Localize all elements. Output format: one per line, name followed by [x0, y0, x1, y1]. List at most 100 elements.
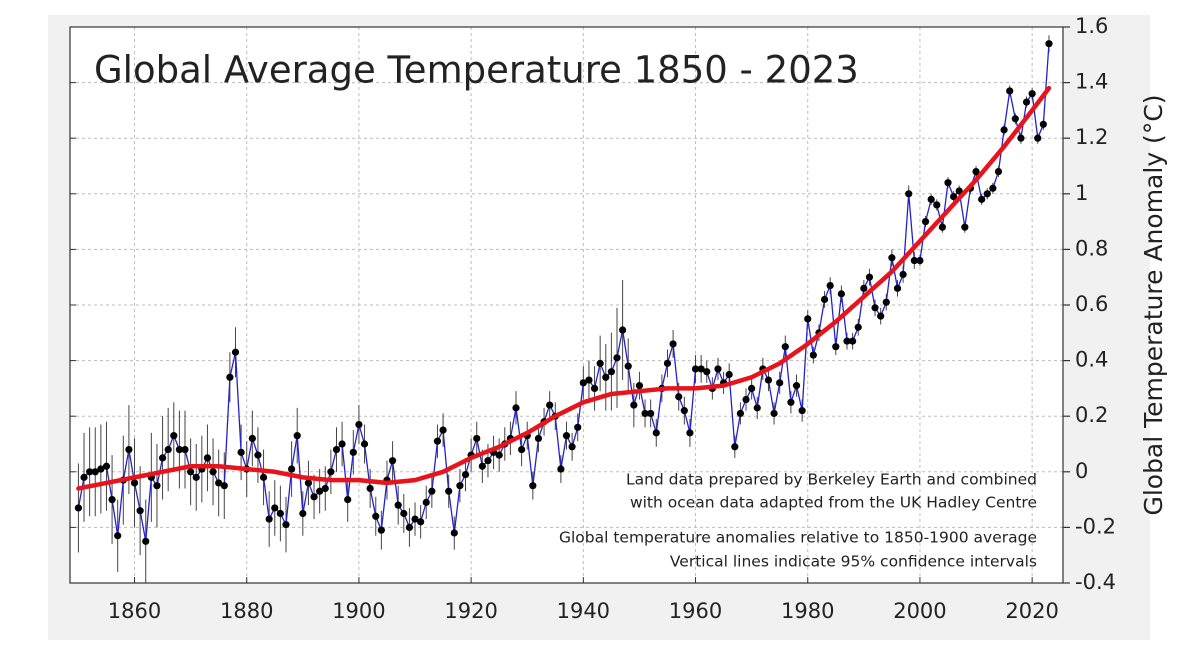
data-point — [770, 409, 778, 418]
data-point — [675, 393, 683, 401]
trend-line — [76, 85, 1052, 491]
data-point — [366, 484, 374, 493]
x-tick-label: 2000 — [893, 599, 946, 623]
data-point — [299, 509, 307, 518]
data-point — [1034, 134, 1042, 142]
x-tick-label: 1960 — [669, 599, 722, 623]
data-point — [905, 190, 913, 198]
data-point — [433, 437, 442, 445]
data-point — [484, 457, 492, 465]
data-point — [91, 468, 99, 476]
data-point — [377, 526, 385, 534]
data-point — [1006, 87, 1014, 95]
data-point — [518, 445, 526, 454]
data-point — [837, 290, 845, 298]
data-point — [888, 254, 896, 262]
data-point — [332, 445, 341, 454]
data-point — [316, 487, 324, 495]
data-point — [607, 368, 615, 376]
data-point — [445, 487, 453, 495]
y-tick-label: 0 — [1075, 459, 1088, 483]
data-point — [495, 451, 503, 459]
data-point — [798, 407, 806, 415]
data-point — [714, 365, 722, 373]
data-point — [742, 395, 750, 404]
annotation: Land data prepared by Berkeley Earth and… — [626, 471, 1037, 489]
data-point — [220, 482, 228, 490]
data-point — [478, 462, 486, 470]
data-point — [417, 518, 425, 526]
data-point — [461, 470, 470, 479]
data-point — [411, 515, 419, 523]
data-point — [602, 373, 610, 381]
x-tick-label: 2020 — [1005, 599, 1058, 623]
data-point — [731, 443, 739, 451]
data-point — [652, 429, 660, 437]
y-tick-label: 1.4 — [1075, 70, 1108, 94]
grid — [70, 26, 1063, 584]
data-point — [1017, 134, 1025, 142]
data-point — [388, 457, 397, 465]
data-point — [972, 167, 980, 176]
data-point — [871, 304, 879, 312]
data-point — [663, 359, 672, 367]
plot-area — [70, 27, 1063, 583]
y-tick-label: 0.6 — [1075, 292, 1108, 316]
data-point — [456, 482, 464, 490]
data-point — [394, 501, 402, 509]
data-point — [529, 482, 537, 490]
data-point — [736, 409, 745, 418]
annotation: with ocean data adapted from the UK Hadl… — [630, 494, 1037, 512]
data-point — [1022, 98, 1031, 106]
data-point — [776, 379, 784, 387]
data-point — [849, 337, 857, 345]
data-point — [400, 509, 408, 518]
y-tick-label: -0.4 — [1075, 570, 1116, 594]
data-point — [820, 295, 829, 304]
data-point — [1045, 40, 1053, 48]
data-point — [293, 432, 301, 440]
data-point — [125, 445, 133, 454]
x-tick-label: 1880 — [220, 599, 273, 623]
data-point — [473, 434, 481, 443]
data-line — [77, 43, 1050, 542]
x-tick-label: 1980 — [781, 599, 834, 623]
data-point — [933, 201, 941, 209]
data-point — [288, 465, 296, 473]
data-point — [226, 373, 234, 381]
data-point — [832, 343, 840, 351]
x-tick-label: 1900 — [332, 599, 385, 623]
data-point — [114, 532, 122, 540]
data-point — [310, 493, 318, 501]
data-point — [635, 382, 644, 390]
data-point — [74, 504, 83, 512]
data-point — [703, 368, 711, 376]
data-point — [865, 273, 874, 281]
data-point — [164, 445, 172, 454]
y-axis-label: Global Temperature Anomaly (°C) — [1139, 94, 1168, 515]
data-point — [259, 473, 268, 481]
marks — [74, 35, 1053, 583]
data-point — [647, 409, 655, 418]
data-point — [574, 423, 582, 431]
data-point — [748, 384, 756, 392]
data-point — [187, 468, 195, 476]
data-point — [405, 523, 414, 532]
data-point — [860, 284, 868, 292]
data-point — [950, 192, 958, 201]
data-point — [237, 448, 245, 456]
data-point — [764, 376, 773, 384]
y-tick-label: 1.6 — [1075, 14, 1108, 38]
data-point — [136, 507, 144, 515]
data-point — [422, 498, 430, 506]
data-point — [142, 537, 150, 545]
data-point — [669, 340, 677, 348]
chart-title: Global Average Temperature 1850 - 2023 — [94, 49, 859, 92]
data-point — [921, 218, 930, 226]
data-point — [1000, 126, 1008, 134]
y-tick-label: 0.2 — [1075, 403, 1108, 427]
data-point — [725, 370, 733, 379]
data-point — [978, 195, 986, 203]
data-point — [276, 509, 284, 518]
